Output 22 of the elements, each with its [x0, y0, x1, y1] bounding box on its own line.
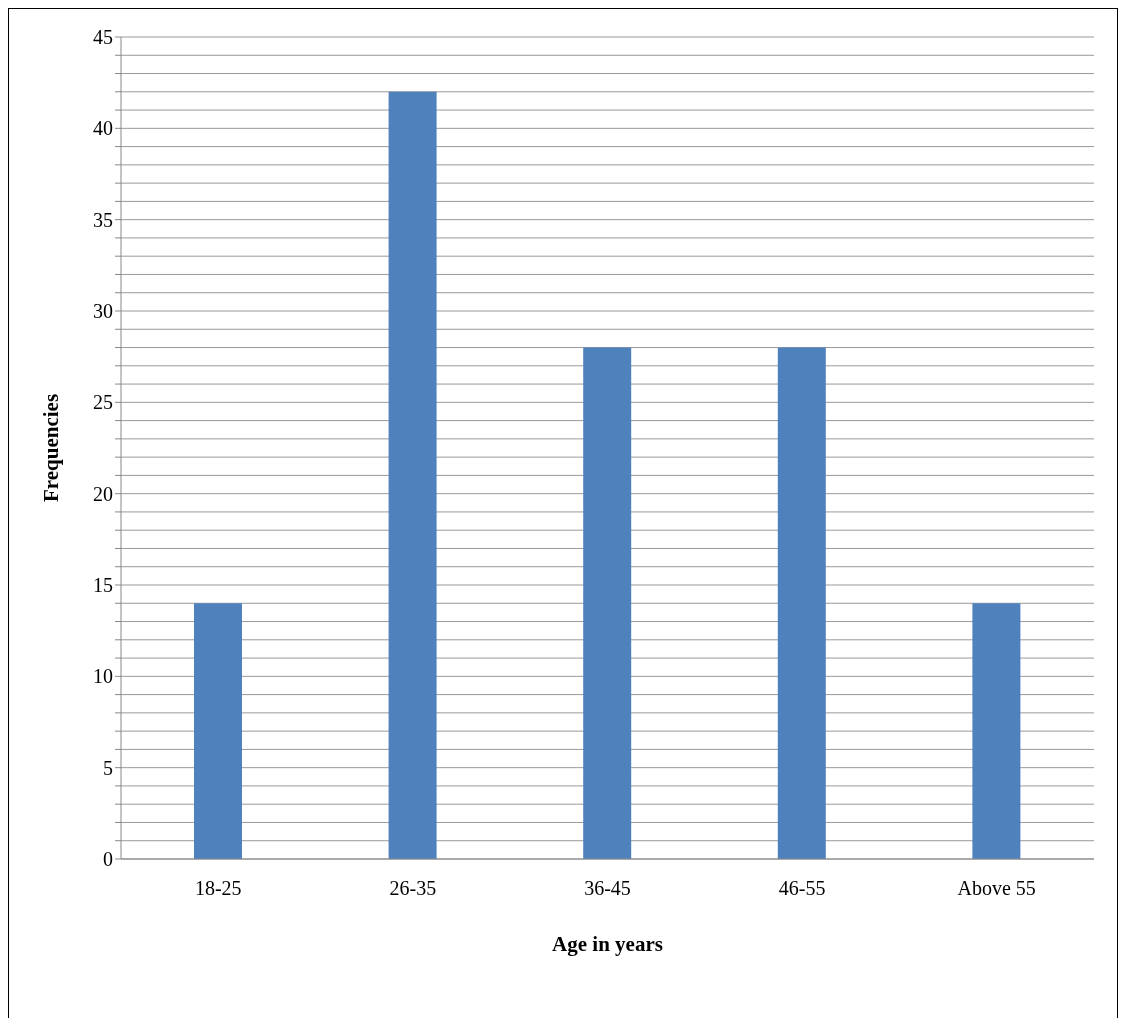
y-tick-label: 10 — [93, 665, 113, 688]
bar — [388, 91, 437, 859]
y-tick-label: 40 — [93, 117, 113, 140]
bar — [777, 347, 826, 859]
x-tick-label: 36-45 — [584, 877, 631, 900]
x-tick-label: 46-55 — [778, 877, 826, 900]
bar — [972, 603, 1021, 859]
bar — [194, 603, 242, 859]
y-tick-label: 25 — [93, 391, 113, 414]
y-tick-label: 5 — [103, 756, 113, 779]
y-tick-label: 0 — [103, 848, 113, 871]
x-tick-label: Above 55 — [957, 877, 1036, 900]
y-tick-label: 35 — [93, 208, 113, 231]
y-tick-label: 45 — [93, 26, 113, 49]
y-tick-label: 30 — [93, 300, 113, 323]
y-tick-label: 20 — [93, 482, 113, 505]
x-tick-label: 26-35 — [389, 877, 437, 900]
bar — [583, 347, 632, 859]
x-axis-title: Age in years — [552, 932, 663, 956]
y-tick-label: 15 — [93, 574, 113, 597]
y-axis-title: Frequencies — [39, 393, 64, 503]
x-tick-label: 18-25 — [194, 877, 242, 900]
